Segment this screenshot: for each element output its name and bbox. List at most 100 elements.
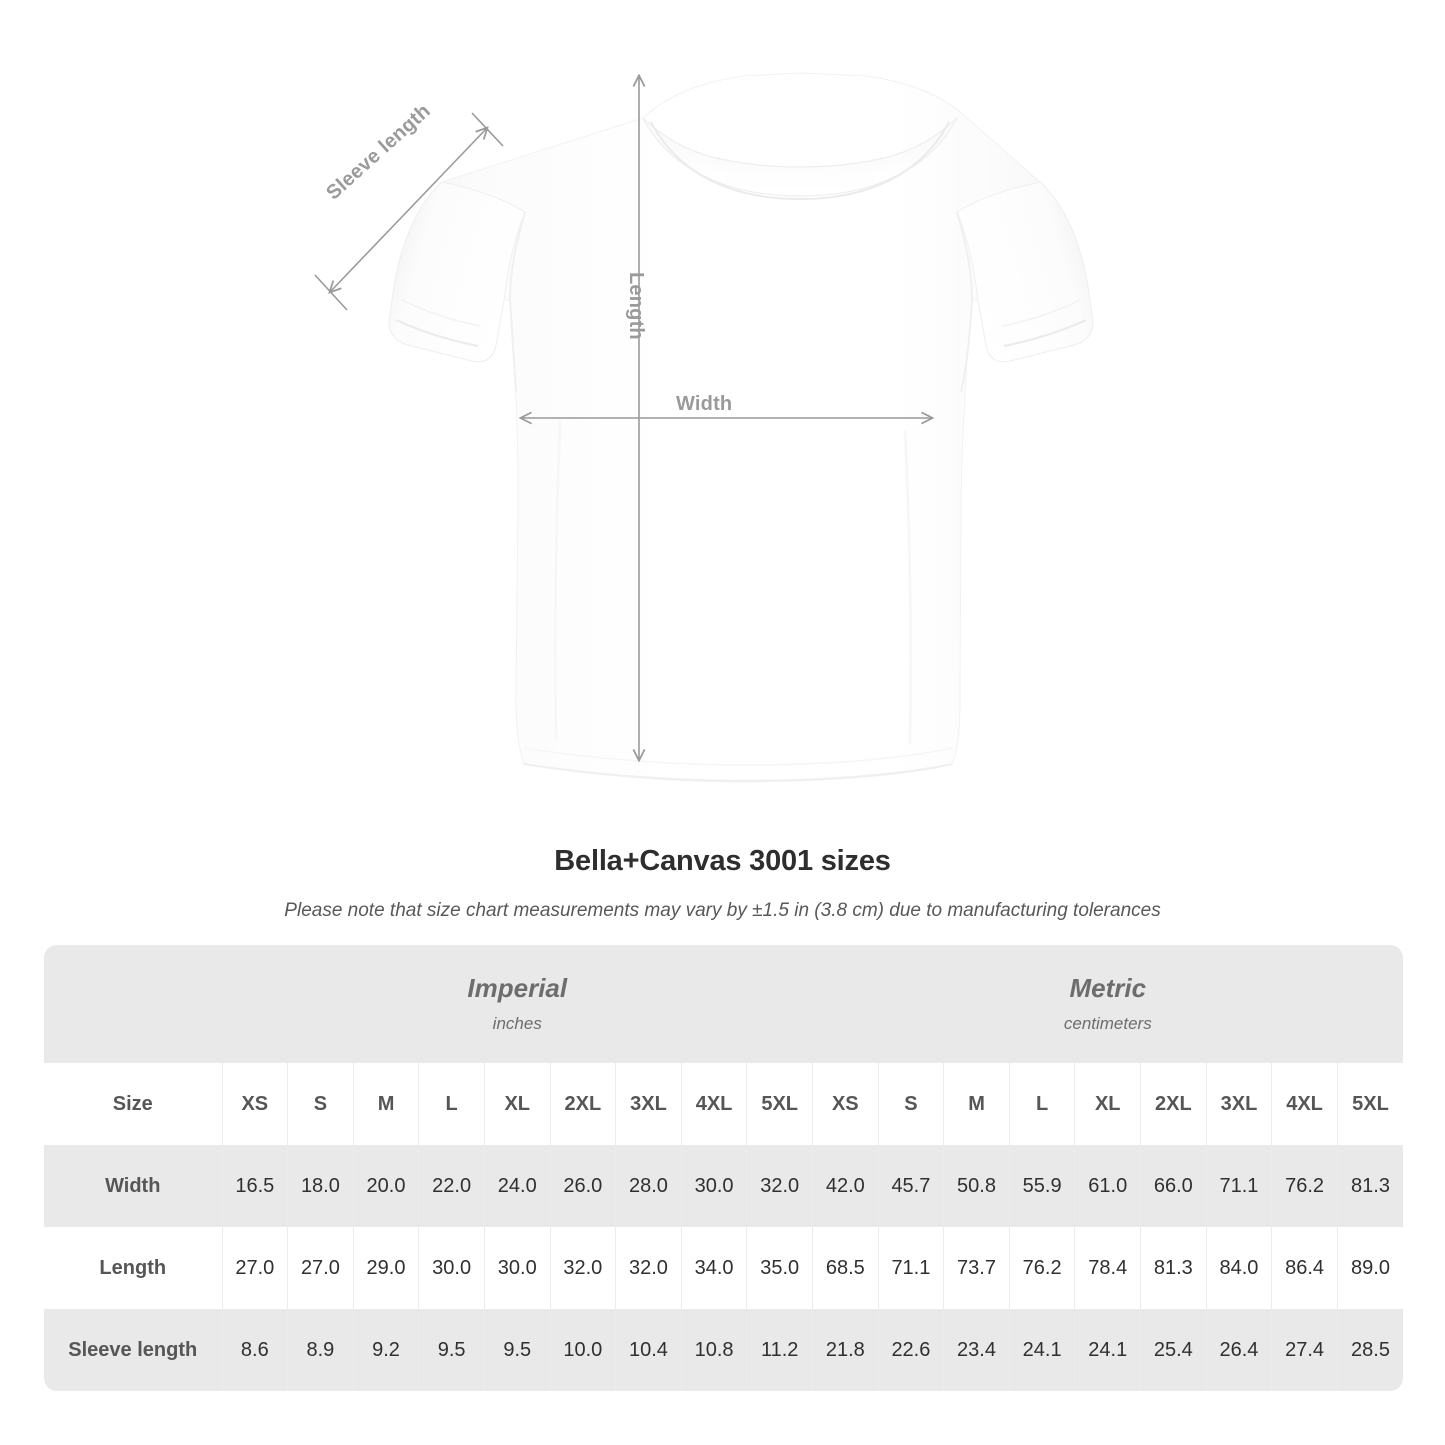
tshirt-illustration xyxy=(314,72,1094,783)
measurement-value: 23.4 xyxy=(943,1309,1010,1391)
measurement-value: 73.7 xyxy=(943,1227,1010,1309)
table-row: Sleeve length 8.6 8.9 9.2 9.5 9.5 10.0 10.4 10.8… xyxy=(44,1309,1404,1391)
measurement-value: 24.1 xyxy=(1008,1309,1075,1391)
measurement-value: 55.9 xyxy=(1008,1145,1075,1227)
measurement-value: 21.8 xyxy=(812,1309,879,1391)
size-chart-table: Imperial inches Metric centimeters Size X… xyxy=(44,945,1404,1391)
size-column-header: 5XL xyxy=(1336,1063,1404,1145)
measurement-value: 66.0 xyxy=(1140,1145,1207,1227)
size-column-header: 4XL xyxy=(680,1063,747,1145)
measurement-value: 76.2 xyxy=(1008,1227,1075,1309)
measurement-value: 18.0 xyxy=(287,1145,354,1227)
measurement-value: 27.4 xyxy=(1271,1309,1338,1391)
table-header-row: Size XS S M L XL 2XL 3XL 4XL 5XL XS S M L XL 2XL 3XL 4XL 5… xyxy=(44,1063,1404,1145)
size-column-header: M xyxy=(943,1063,1010,1145)
measurement-value: 9.2 xyxy=(352,1309,419,1391)
measurement-value: 32.0 xyxy=(746,1145,813,1227)
measurement-value: 34.0 xyxy=(680,1227,747,1309)
measurement-value: 32.0 xyxy=(549,1227,616,1309)
length-label: Length xyxy=(625,272,647,340)
measurement-value: 10.8 xyxy=(680,1309,747,1391)
sleeve-arrow xyxy=(330,128,487,292)
measurement-value: 84.0 xyxy=(1205,1227,1272,1309)
measurement-value: 8.6 xyxy=(221,1309,288,1391)
table-row: Length 27.0 27.0 29.0 30.0 30.0 32.0 32.0 34.0 35… xyxy=(44,1227,1404,1309)
size-column-header: L xyxy=(418,1063,485,1145)
size-column-header: 3XL xyxy=(1205,1063,1272,1145)
measurement-value: 86.4 xyxy=(1271,1227,1338,1309)
measurement-value: 27.0 xyxy=(287,1227,354,1309)
measurement-value: 68.5 xyxy=(812,1227,879,1309)
measurement-value: 10.4 xyxy=(615,1309,682,1391)
measurement-value: 76.2 xyxy=(1271,1145,1338,1227)
size-column-header: 2XL xyxy=(549,1063,616,1145)
measurement-value: 29.0 xyxy=(352,1227,419,1309)
title-block: Bella+Canvas 3001 sizes Please note that… xyxy=(0,845,1445,922)
sleeve-cap-end xyxy=(471,112,504,147)
size-column-header: XL xyxy=(1074,1063,1141,1145)
measurement-row-label: Sleeve length xyxy=(44,1309,222,1391)
measurement-value: 32.0 xyxy=(615,1227,682,1309)
measurement-value: 30.0 xyxy=(483,1227,551,1309)
measurement-row-label: Length xyxy=(44,1227,222,1309)
measurement-value: 30.0 xyxy=(418,1227,485,1309)
tolerance-note: Please note that size chart measurements… xyxy=(284,900,1161,921)
measurement-value: 81.3 xyxy=(1140,1227,1207,1309)
size-column-header: 4XL xyxy=(1271,1063,1338,1145)
measurement-value: 26.4 xyxy=(1205,1309,1272,1391)
table-row: Width 16.5 18.0 20.0 22.0 24.0 26.0 28.0 30.0 32.… xyxy=(44,1145,1404,1227)
measurement-value: 45.7 xyxy=(877,1145,944,1227)
unit-system-label: Imperial xyxy=(467,973,568,1004)
measurement-lines xyxy=(314,76,932,760)
size-column-header: 3XL xyxy=(615,1063,682,1145)
sleeve-cap-start xyxy=(314,274,348,311)
measurement-value: 26.0 xyxy=(549,1145,616,1227)
measurement-value: 27.0 xyxy=(221,1227,288,1309)
measurement-value: 8.9 xyxy=(287,1309,354,1391)
size-column-header: XS xyxy=(812,1063,879,1145)
measurement-value: 78.4 xyxy=(1074,1227,1141,1309)
measurement-value: 16.5 xyxy=(221,1145,288,1227)
measurement-value: 42.0 xyxy=(812,1145,879,1227)
measurement-value: 30.0 xyxy=(680,1145,747,1227)
measurement-value: 24.1 xyxy=(1074,1309,1141,1391)
measurement-value: 22.6 xyxy=(877,1309,944,1391)
measurement-value: 50.8 xyxy=(943,1145,1010,1227)
size-column-header: M xyxy=(352,1063,419,1145)
measurement-value: 71.1 xyxy=(1205,1145,1272,1227)
size-chart-table-container: Imperial inches Metric centimeters Size X… xyxy=(44,945,1404,1391)
measurement-value: 24.0 xyxy=(483,1145,551,1227)
measurement-value: 22.0 xyxy=(418,1145,485,1227)
unit-banner-spacer-left xyxy=(44,945,222,1063)
measurement-value: 89.0 xyxy=(1336,1227,1404,1309)
measurement-value: 61.0 xyxy=(1074,1145,1141,1227)
measurement-value: 20.0 xyxy=(352,1145,419,1227)
measurement-row-label: Width xyxy=(44,1145,222,1227)
measurement-value: 81.3 xyxy=(1336,1145,1404,1227)
measurement-value: 28.0 xyxy=(615,1145,682,1227)
measurement-value: 28.5 xyxy=(1336,1309,1404,1391)
table-corner-header: Size xyxy=(44,1063,222,1145)
unit-group-imperial: Imperial inches xyxy=(222,945,813,1063)
measurement-value: 71.1 xyxy=(877,1227,944,1309)
size-column-header: XL xyxy=(483,1063,551,1145)
size-column-header: 5XL xyxy=(746,1063,813,1145)
size-column-header: L xyxy=(1008,1063,1075,1145)
shirt-shape xyxy=(388,72,1094,783)
width-label: Width xyxy=(676,393,733,415)
measurement-value: 10.0 xyxy=(549,1309,616,1391)
measurement-value: 35.0 xyxy=(746,1227,813,1309)
size-column-header: S xyxy=(877,1063,944,1145)
unit-measure-label: centimeters xyxy=(1063,1013,1152,1033)
unit-system-label: Metric xyxy=(1069,973,1147,1004)
size-column-header: 2XL xyxy=(1140,1063,1207,1145)
unit-group-metric: Metric centimeters xyxy=(812,945,1404,1063)
measurement-value: 25.4 xyxy=(1140,1309,1207,1391)
unit-banner-row: Imperial inches Metric centimeters xyxy=(44,945,1404,1063)
measurement-value: 9.5 xyxy=(483,1309,551,1391)
unit-measure-label: inches xyxy=(492,1013,542,1033)
measurement-value: 9.5 xyxy=(418,1309,485,1391)
size-column-header: XS xyxy=(221,1063,288,1145)
size-column-header: S xyxy=(287,1063,354,1145)
tshirt-diagram: Sleeve length Length Width xyxy=(314,72,1094,783)
